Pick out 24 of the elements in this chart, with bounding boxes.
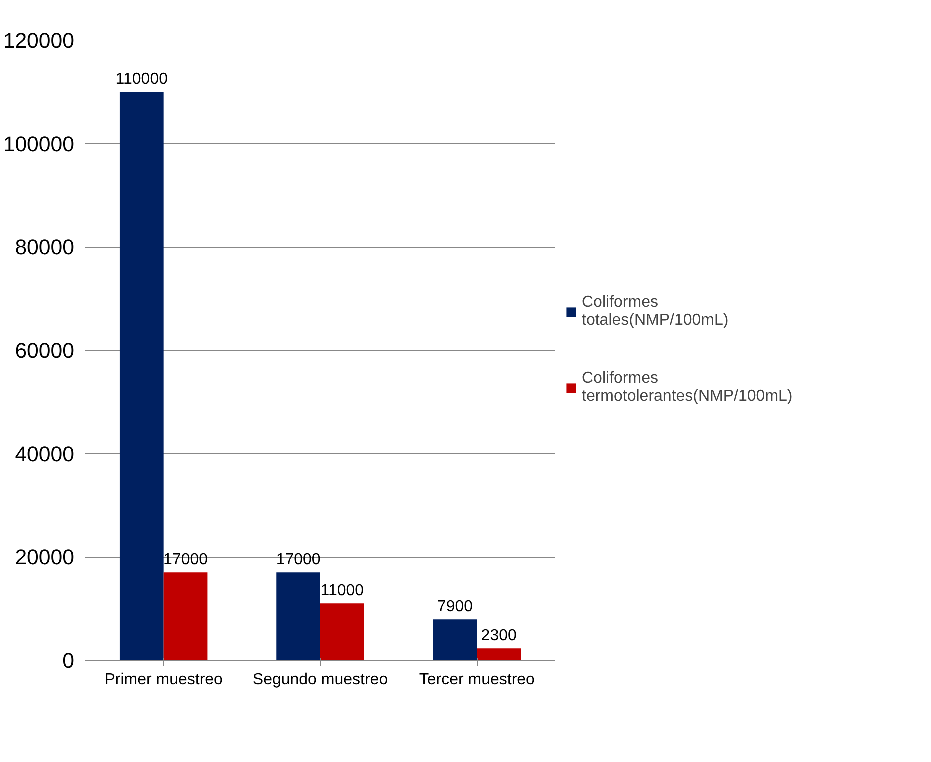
bar	[433, 620, 478, 660]
y-tick-label: 40000	[15, 442, 75, 466]
data-label: 2300	[481, 628, 517, 645]
bar	[120, 92, 164, 660]
data-label: 11000	[320, 582, 364, 600]
data-label: 17000	[164, 552, 208, 569]
y-tick-label: 60000	[15, 339, 75, 363]
y-tick-label: 120000	[3, 29, 75, 53]
x-tick-label: Segundo muestreo	[252, 672, 388, 688]
legend-label: Coliformes termotolerantes(NMP/100mL)	[582, 370, 793, 406]
bar	[477, 648, 522, 660]
y-tick-label: 20000	[15, 546, 75, 570]
data-label: 17000	[276, 552, 321, 569]
legend-label: Coliformes totales(NMP/100mL)	[582, 294, 729, 330]
data-label: 7900	[437, 598, 474, 616]
x-tick-label: Primer muestreo	[104, 672, 224, 688]
y-tick-label: 80000	[15, 236, 75, 260]
data-label: 110000	[116, 71, 168, 88]
bar	[276, 572, 320, 660]
y-tick-label: 100000	[3, 132, 75, 156]
bar	[320, 604, 364, 660]
x-tick-label: Tercer muestreo	[419, 672, 536, 688]
bar	[164, 572, 208, 660]
y-tick-label: 0	[62, 649, 75, 673]
